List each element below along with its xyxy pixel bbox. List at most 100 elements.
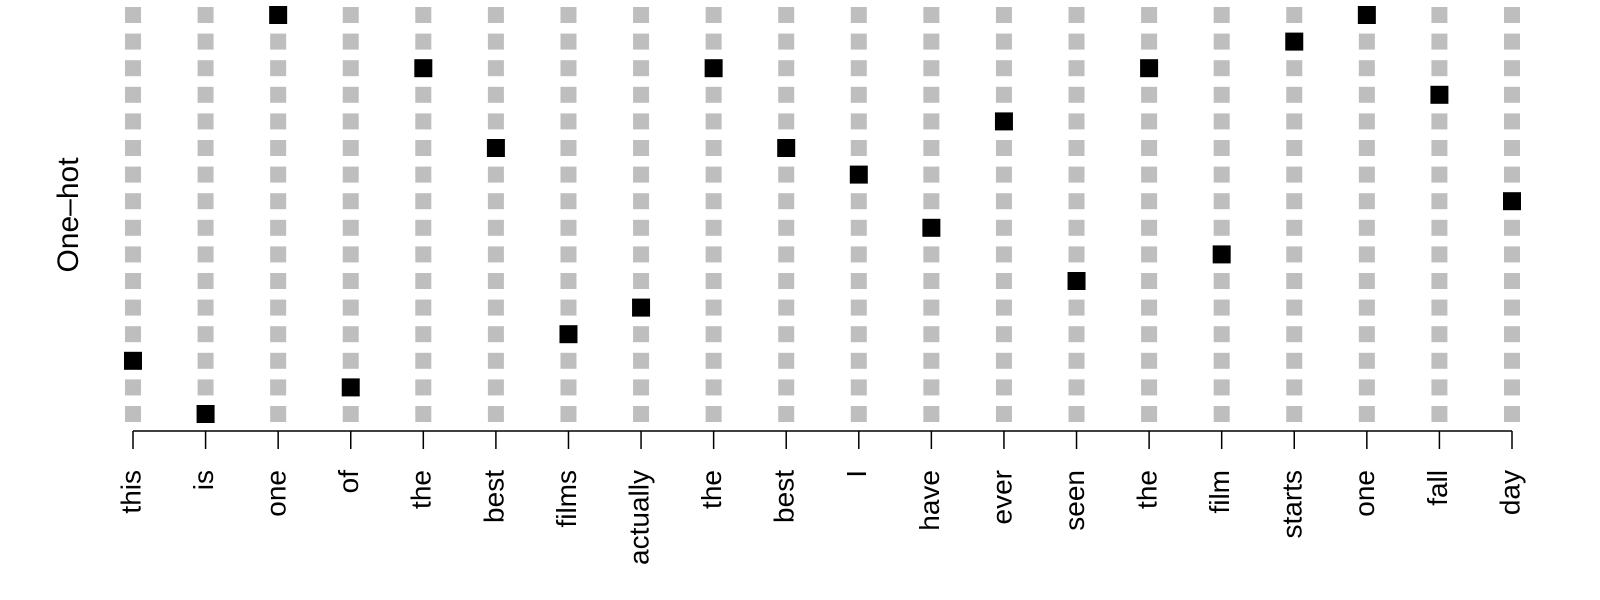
x-tick-label: best [769,470,800,523]
empty-cell [633,193,650,210]
empty-cell [125,246,141,263]
empty-cell [197,299,214,316]
empty-cell [270,379,287,396]
hot-cell [849,165,868,184]
empty-cell [850,140,867,156]
empty-cell [1286,379,1303,396]
empty-cell [1286,86,1303,103]
hot-cell [1503,192,1521,211]
empty-cell [850,352,867,369]
x-tick-label: I [841,470,872,478]
empty-cell [923,140,940,156]
empty-cell [1358,379,1375,396]
empty-cell [125,193,141,210]
empty-cell [560,352,577,369]
empty-cell [1213,166,1230,183]
empty-cell [1504,140,1520,156]
empty-cell [1358,406,1375,422]
empty-cell [125,379,141,396]
empty-cell [995,406,1012,422]
empty-cell [1358,113,1375,130]
empty-cell [1358,33,1375,50]
empty-cell [342,406,359,422]
empty-cell [270,299,287,316]
empty-cell [1141,33,1158,50]
empty-cell [197,60,214,77]
empty-cell [1068,113,1085,130]
hot-cell [704,59,723,78]
hot-cell [777,139,796,157]
empty-cell [778,406,795,422]
empty-cell [778,60,795,77]
empty-cell [125,166,141,183]
empty-cell [778,246,795,263]
empty-cell [778,219,795,236]
empty-cell [1213,273,1230,289]
empty-cell [633,326,650,343]
x-tick-label: ever [986,470,1017,524]
empty-cell [1358,273,1375,289]
empty-cell [850,379,867,396]
hot-cell [414,59,433,78]
empty-cell [415,7,432,23]
empty-cell [1141,193,1158,210]
empty-cell [415,273,432,289]
empty-cell [487,352,504,369]
empty-cell [778,326,795,343]
empty-cell [1504,219,1520,236]
empty-cell [197,193,214,210]
empty-cell [342,352,359,369]
empty-cell [1068,86,1085,103]
empty-cell [125,273,141,289]
empty-cell [778,273,795,289]
empty-cell [1504,406,1520,422]
empty-cell [560,60,577,77]
empty-cell [705,33,722,50]
empty-cell [1431,326,1448,343]
empty-cell [1431,406,1448,422]
empty-cell [923,379,940,396]
empty-cell [487,113,504,130]
empty-cell [705,219,722,236]
empty-cell [1504,352,1520,369]
empty-cell [415,140,432,156]
x-tick-label: best [478,470,509,523]
empty-cell [1504,86,1520,103]
empty-cell [270,86,287,103]
hot-cell [1140,59,1159,78]
empty-cell [633,352,650,369]
empty-cell [1358,246,1375,263]
empty-cell [995,86,1012,103]
empty-cell [995,219,1012,236]
empty-cell [995,299,1012,316]
empty-cell [487,246,504,263]
empty-cell [1504,299,1520,316]
empty-cell [1068,33,1085,50]
hot-cell [1285,32,1304,51]
y-axis-label: One–hot [52,157,85,273]
hot-cell [994,112,1013,131]
empty-cell [705,326,722,343]
empty-cell [705,113,722,130]
empty-cell [850,113,867,130]
empty-cell [197,219,214,236]
empty-cell [778,352,795,369]
empty-cell [125,140,141,156]
empty-cell [1141,7,1158,23]
hot-cell [124,351,142,370]
empty-cell [1358,326,1375,343]
empty-cell [415,86,432,103]
empty-cell [415,193,432,210]
empty-cell [923,7,940,23]
x-tick-label: day [1494,470,1525,515]
empty-cell [487,273,504,289]
empty-cell [270,60,287,77]
empty-cell [342,166,359,183]
x-tick-label: films [551,470,582,528]
empty-cell [1141,166,1158,183]
x-tick-label: the [696,470,727,509]
empty-cell [342,273,359,289]
empty-cell [415,326,432,343]
empty-cell [342,7,359,23]
empty-cell [560,33,577,50]
